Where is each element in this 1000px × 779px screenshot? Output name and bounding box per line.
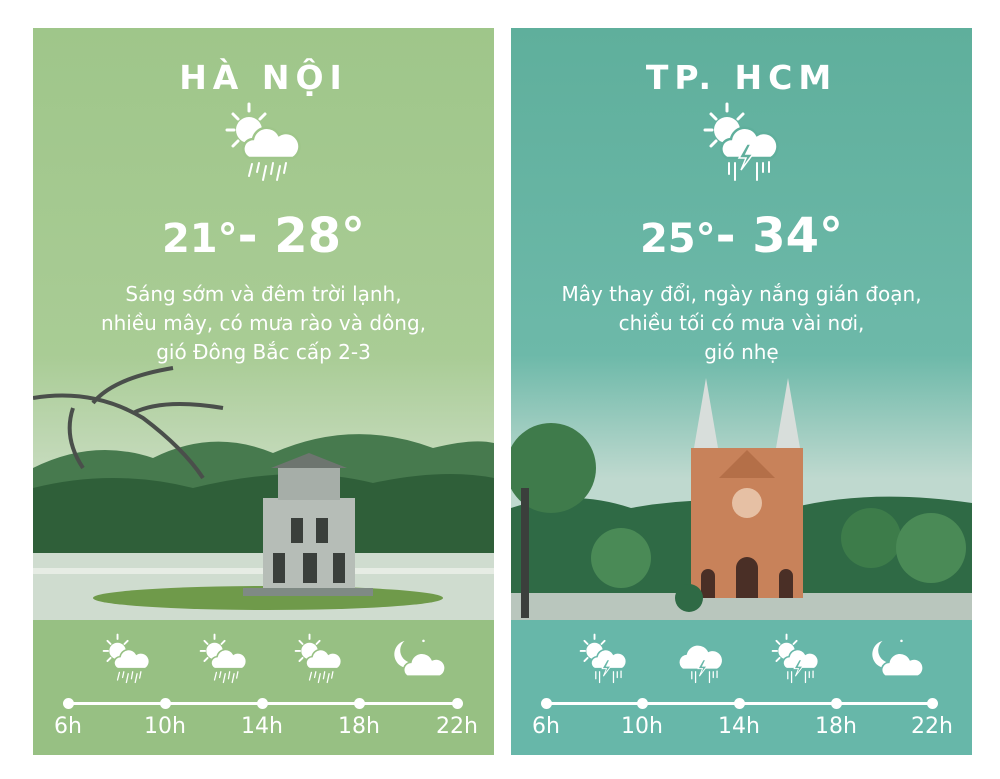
description-line: Sáng sớm và đêm trời lạnh, xyxy=(125,282,402,306)
city-name: HÀ NỘI xyxy=(179,58,348,97)
timeline-dot xyxy=(63,698,74,709)
hour-label: 14h xyxy=(241,714,283,739)
timeline-dot xyxy=(354,698,365,709)
hanoi-weather-panel: HÀ NỘI 21°- 28° Sáng sớm và đêm trời lạn… xyxy=(33,28,494,755)
hourly-forecast: 6h 10h 14h 18h 22h xyxy=(511,620,972,755)
weather-description: Sáng sớm và đêm trời lạnh, nhiều mây, có… xyxy=(33,280,494,367)
timeline-dot xyxy=(927,698,938,709)
timeline-dot xyxy=(831,698,842,709)
hour-label: 10h xyxy=(621,714,663,739)
moon-cloud-icon xyxy=(872,639,924,677)
sun-cloud-storm-icon xyxy=(579,633,628,684)
sun-cloud-rain-icon xyxy=(225,102,301,181)
hour-label: 6h xyxy=(54,714,82,739)
notre-dame-cathedral-illustration xyxy=(511,378,972,620)
sun-cloud-rain-icon xyxy=(102,633,151,684)
sun-cloud-storm-icon xyxy=(703,102,779,181)
description-line: gió Đông Bắc cấp 2-3 xyxy=(156,340,371,364)
hour-label: 10h xyxy=(144,714,186,739)
hour-label: 6h xyxy=(532,714,560,739)
city-name: TP. HCM xyxy=(645,58,838,97)
hour-label: 18h xyxy=(815,714,857,739)
timeline-dot xyxy=(541,698,552,709)
hour-label: 18h xyxy=(338,714,380,739)
timeline-dot xyxy=(257,698,268,709)
hour-label: 22h xyxy=(911,714,953,739)
hour-label: 22h xyxy=(436,714,478,739)
temp-separator: - xyxy=(237,208,258,264)
timeline-dot xyxy=(637,698,648,709)
description-line: nhiều mây, có mưa rào và dông, xyxy=(100,311,427,335)
timeline-dot xyxy=(160,698,171,709)
description-line: gió nhẹ xyxy=(704,340,779,364)
temp-separator: - xyxy=(715,208,736,264)
description-line: chiều tối có mưa vài nơi, xyxy=(618,311,865,335)
hourly-forecast: 6h 10h 14h 18h 22h xyxy=(33,620,494,755)
temp-low: 21° xyxy=(161,216,238,262)
temp-high: 28° xyxy=(274,208,366,264)
moon-cloud-icon xyxy=(394,639,446,677)
hour-label: 14h xyxy=(718,714,760,739)
temp-high: 34° xyxy=(752,208,844,264)
sun-cloud-storm-icon xyxy=(771,633,820,684)
sun-cloud-rain-icon xyxy=(294,633,343,684)
hcmc-weather-panel: TP. HCM 25°- 34° Mây thay đổi, ngày nắng… xyxy=(511,28,972,755)
sun-cloud-rain-icon xyxy=(199,633,248,684)
timeline-dot xyxy=(734,698,745,709)
temp-low: 25° xyxy=(639,216,716,262)
hoan-kiem-lake-illustration xyxy=(33,366,494,620)
weather-description: Mây thay đổi, ngày nắng gián đoạn, chiều… xyxy=(511,280,972,367)
description-line: Mây thay đổi, ngày nắng gián đoạn, xyxy=(561,282,922,306)
cloud-storm-icon xyxy=(679,645,722,684)
timeline-dot xyxy=(452,698,463,709)
temperature-range: 25°- 34° xyxy=(511,208,972,264)
temperature-range: 21°- 28° xyxy=(33,208,494,264)
